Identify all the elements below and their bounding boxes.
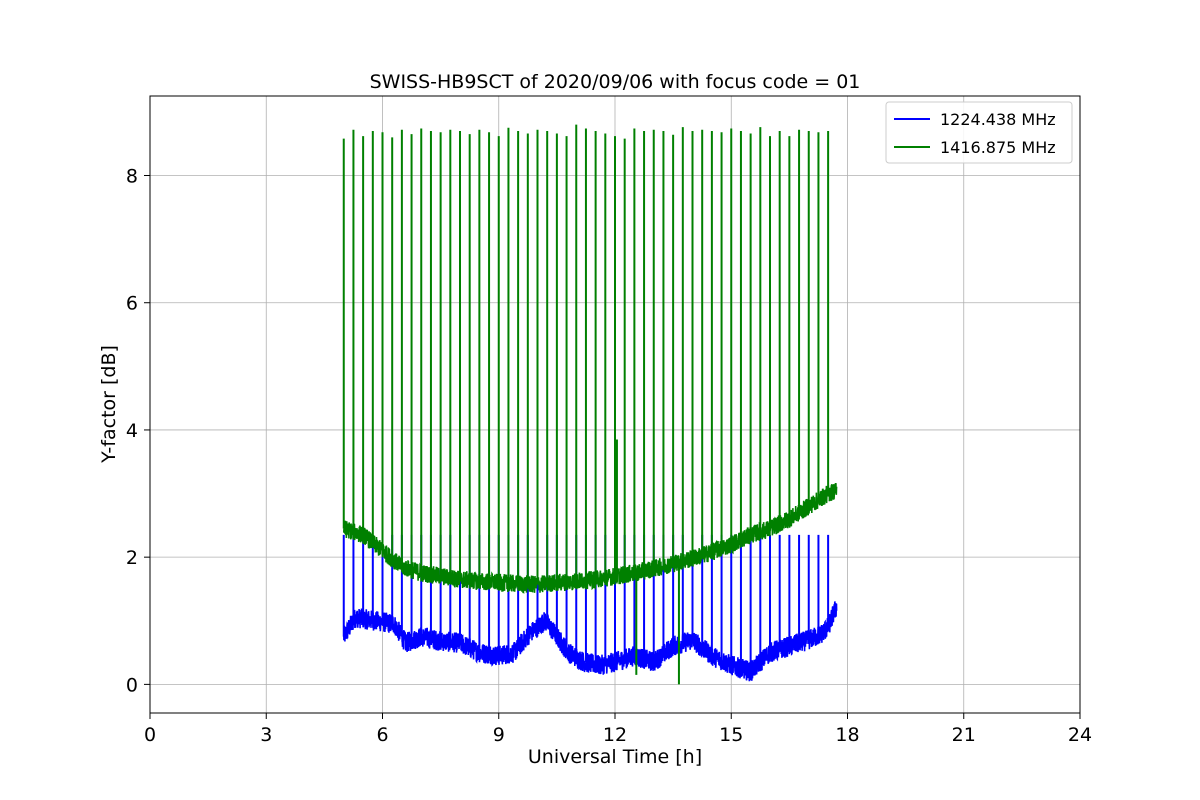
- x-tick-label: 18: [835, 724, 859, 746]
- y-axis-label: Y-factor [dB]: [98, 345, 120, 464]
- series-1416-line: [343, 482, 838, 594]
- x-tick-label: 12: [603, 724, 627, 746]
- x-axis: 0 3 6 9 12 15 18 21 24: [144, 713, 1092, 746]
- chart-title: SWISS-HB9SCT of 2020/09/06 with focus co…: [370, 71, 861, 93]
- legend-entry-1224: 1224.438 MHz: [940, 110, 1056, 129]
- x-tick-label: 24: [1068, 724, 1092, 746]
- plot-lines: [342, 124, 838, 685]
- y-tick-label: 6: [126, 293, 138, 315]
- legend-box: [885, 101, 1073, 164]
- x-tick-label: 9: [493, 724, 505, 746]
- x-tick-label: 0: [144, 724, 156, 746]
- legend: 1224.438 MHz 1416.875 MHz: [885, 101, 1073, 164]
- y-tick-label: 0: [126, 674, 138, 696]
- series-1224-line: [343, 601, 838, 682]
- x-tick-label: 6: [376, 724, 388, 746]
- y-tick-label: 4: [126, 420, 138, 442]
- x-tick-label: 21: [952, 724, 976, 746]
- y-tick-label: 2: [126, 547, 138, 569]
- y-axis: 0 2 4 6 8: [126, 166, 150, 696]
- x-tick-label: 15: [719, 724, 743, 746]
- x-tick-label: 3: [260, 724, 272, 746]
- x-axis-label: Universal Time [h]: [528, 746, 702, 768]
- y-tick-label: 8: [126, 166, 138, 188]
- legend-entry-1416: 1416.875 MHz: [940, 138, 1056, 157]
